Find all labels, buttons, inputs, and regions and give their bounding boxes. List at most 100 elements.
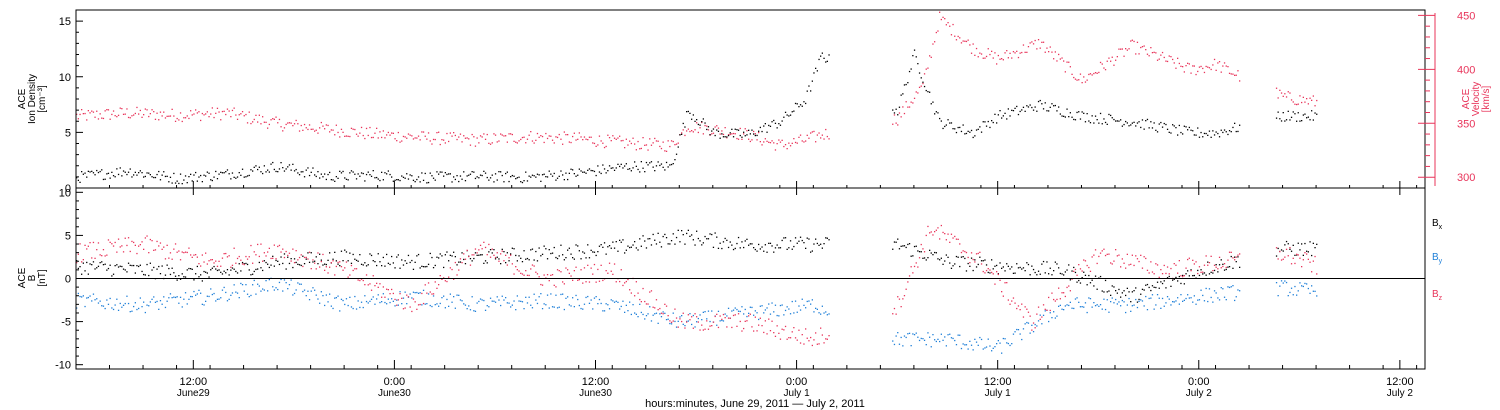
velocity-series-point <box>1282 95 1284 97</box>
bx-series-point <box>555 256 557 259</box>
bz-series-point <box>154 249 157 251</box>
bz-series-point <box>622 284 624 287</box>
velocity-series-point <box>577 138 579 140</box>
bz-series-point <box>1074 268 1077 271</box>
bx-series-point <box>1084 274 1087 276</box>
velocity-series-point <box>253 118 255 121</box>
by-series-point <box>206 295 208 297</box>
bz-series-point <box>811 344 813 347</box>
bz-series-point <box>660 312 663 314</box>
bz-series-point <box>709 325 711 327</box>
density-series-point <box>805 102 807 105</box>
density-series-point <box>620 163 622 165</box>
density-series-point <box>1237 130 1239 133</box>
by-series-point <box>285 282 287 284</box>
velocity-series-point <box>319 127 321 129</box>
velocity-series-point <box>340 128 343 130</box>
velocity-series-point <box>225 113 227 116</box>
velocity-series-point <box>342 131 344 133</box>
by-series-point <box>895 335 897 337</box>
density-series-point <box>1160 121 1162 124</box>
velocity-series-point <box>315 129 317 131</box>
bx-series-point <box>1036 274 1038 276</box>
bz-series-point <box>396 304 398 306</box>
velocity-series-point <box>726 137 728 139</box>
density-series-point <box>327 173 329 176</box>
by-series-point <box>396 299 398 301</box>
density-series-point <box>739 134 741 137</box>
density-series-point <box>935 111 937 113</box>
density-series-point <box>505 172 507 175</box>
velocity-series-point <box>905 101 907 103</box>
by-series-point <box>422 289 425 291</box>
by-series-point <box>567 296 569 298</box>
velocity-series-point <box>463 135 465 137</box>
bz-series-point <box>168 257 170 259</box>
bx-series-point <box>1289 248 1291 250</box>
bx-series-point <box>902 245 904 247</box>
velocity-series-point <box>280 126 282 128</box>
bx-series-point <box>379 261 381 263</box>
bz-series-point <box>184 251 187 253</box>
by-series-point <box>1292 294 1294 296</box>
bx-series-point <box>696 230 698 232</box>
velocity-series-point <box>1207 66 1209 68</box>
by-series-point <box>637 316 639 318</box>
bx-series-point <box>1088 274 1090 277</box>
velocity-series-point <box>771 140 773 142</box>
by-series-point <box>1098 305 1100 307</box>
density-series-point <box>665 161 668 164</box>
bx-series-point <box>794 237 797 239</box>
density-series-point <box>654 170 656 172</box>
velocity-series-point <box>913 97 916 99</box>
velocity-series-point <box>1197 70 1199 73</box>
velocity-series-point <box>1239 80 1241 82</box>
bz-series-point <box>1220 267 1222 269</box>
density-series-point <box>203 174 205 176</box>
bz-series-point <box>221 257 224 259</box>
bx-series-point <box>1024 270 1026 272</box>
bz-series-point <box>349 274 351 276</box>
bz-series-point <box>560 271 562 273</box>
velocity-series-point <box>262 116 264 118</box>
bz-series-point <box>107 239 110 241</box>
bx-series-point <box>158 265 160 268</box>
velocity-series-point <box>741 138 743 140</box>
bz-series-point <box>109 241 111 243</box>
density-series-point <box>342 170 344 173</box>
bx-series-point <box>201 280 203 282</box>
velocity-series-point <box>1053 58 1055 60</box>
by-series-point <box>191 296 193 298</box>
density-series-point <box>479 174 482 176</box>
bz-series-point <box>766 333 768 335</box>
by-series-point <box>369 300 371 302</box>
velocity-series-point <box>665 150 668 152</box>
bz-series-point <box>1285 248 1288 250</box>
density-series-point <box>975 129 978 131</box>
bz-series-point <box>1177 272 1179 274</box>
bz-series-point <box>1235 256 1237 258</box>
bz-series-point <box>1088 266 1090 269</box>
bx-series-point <box>498 258 500 260</box>
by-series-point <box>314 289 316 291</box>
bx-series-point <box>357 260 359 262</box>
velocity-series-point <box>218 111 220 113</box>
bx-series-point <box>900 245 902 247</box>
density-series-point <box>744 135 746 137</box>
bz-series-point <box>1128 264 1130 266</box>
velocity-series-point <box>456 138 458 141</box>
density-series-point <box>907 82 909 84</box>
by-series-point <box>446 298 448 301</box>
bz-series-point <box>151 240 153 242</box>
bz-series-point <box>922 248 924 250</box>
density-series-point <box>332 179 334 181</box>
bz-series-point <box>205 252 207 254</box>
bz-series-point <box>124 237 126 239</box>
by-series-point <box>1026 321 1028 324</box>
velocity-series-point <box>955 39 958 41</box>
by-series-point <box>387 298 389 300</box>
density-series-point <box>198 176 200 178</box>
bx-series-point <box>550 252 552 255</box>
velocity-series-point <box>536 132 539 135</box>
bx-series-point <box>109 264 111 266</box>
